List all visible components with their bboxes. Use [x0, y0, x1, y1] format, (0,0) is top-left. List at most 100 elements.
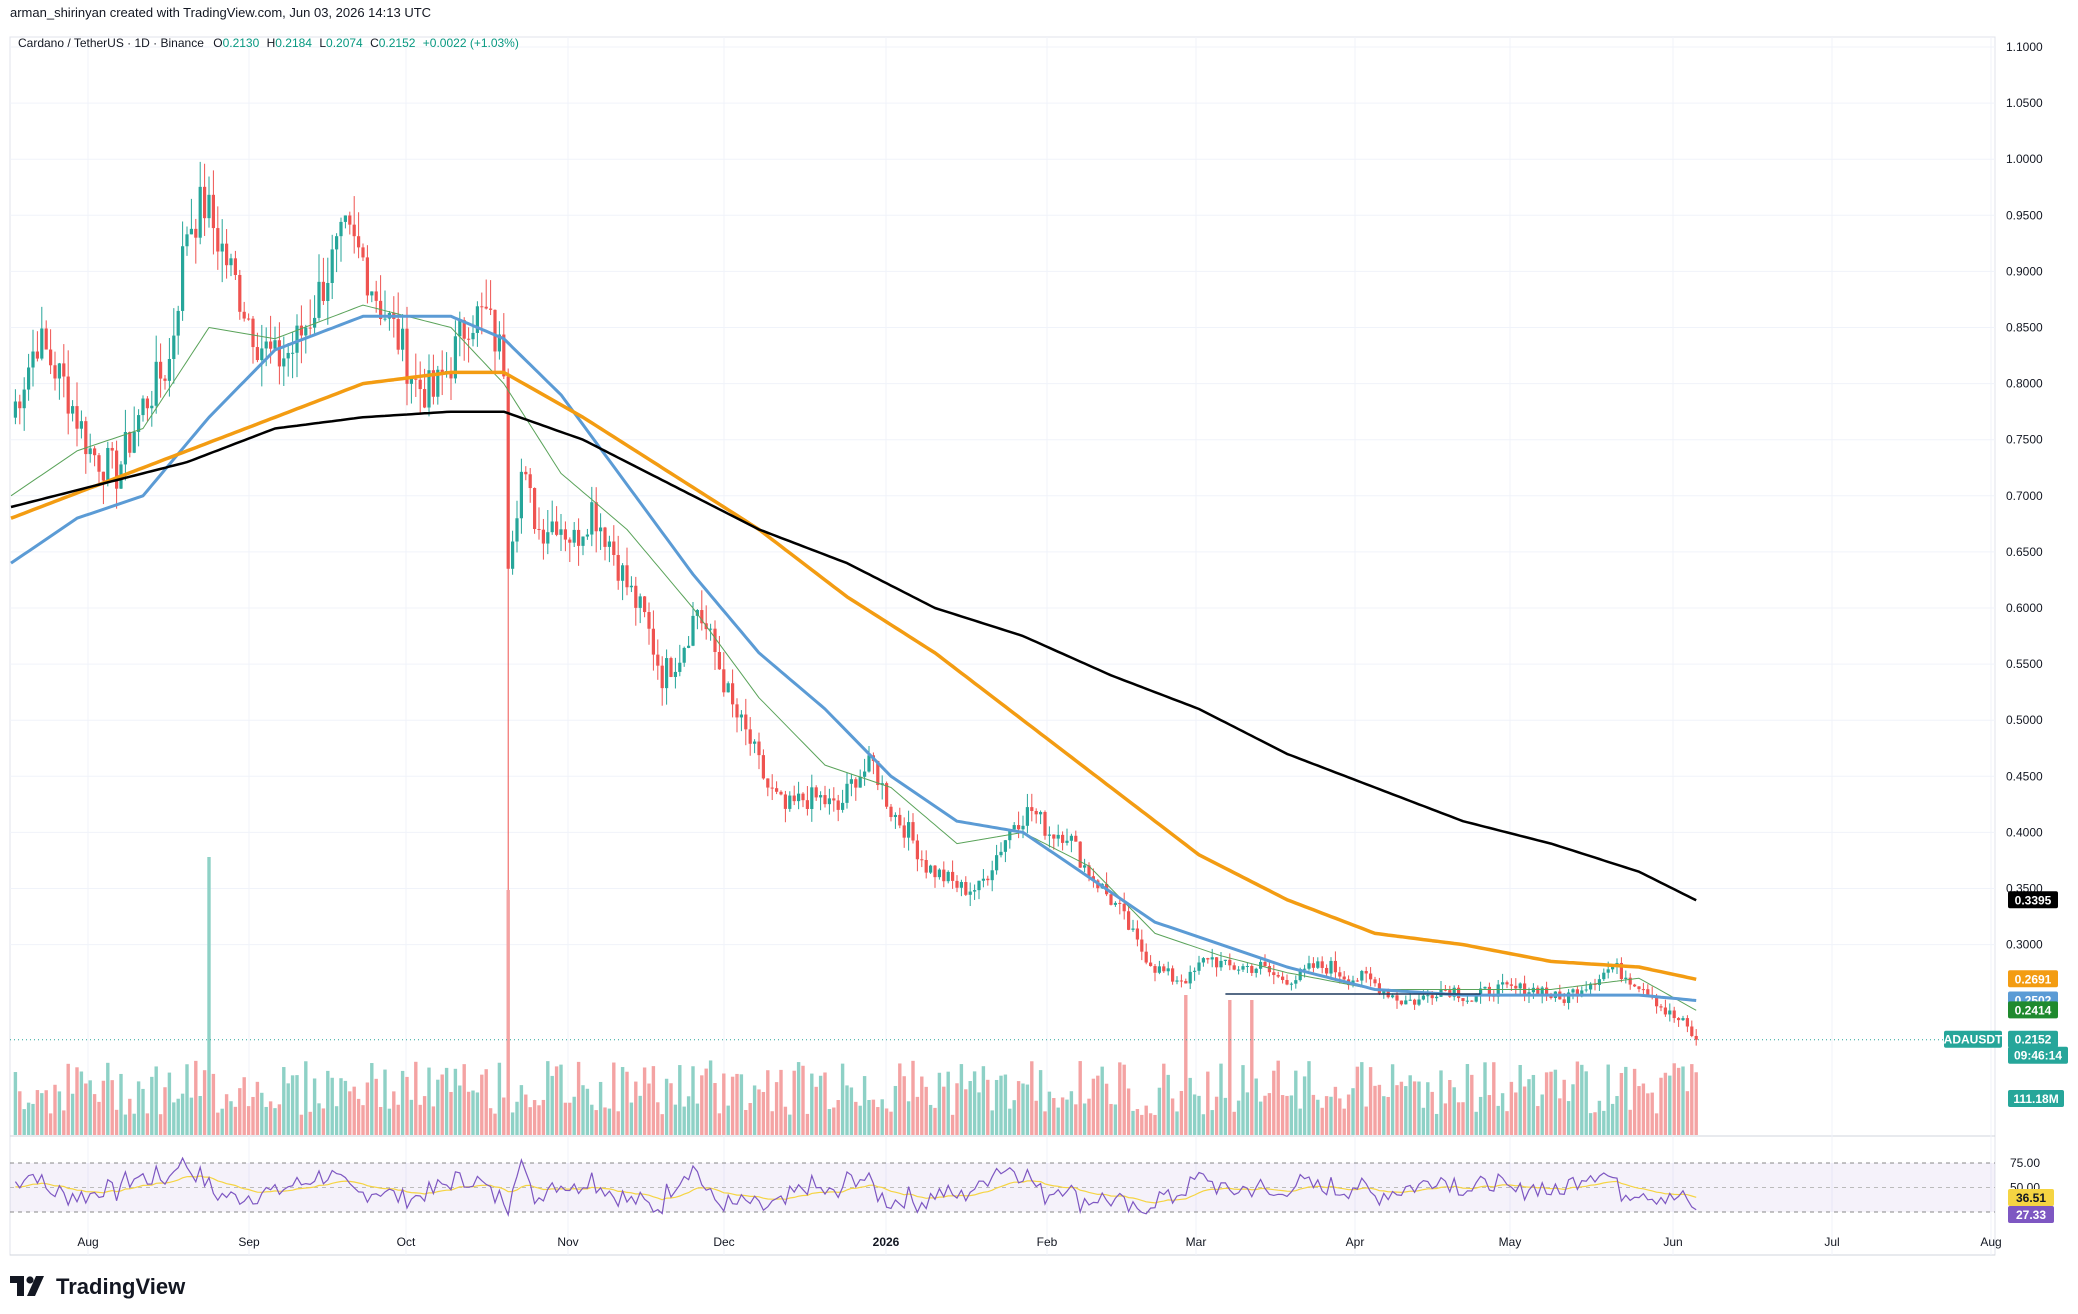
candle: [339, 221, 343, 237]
volume-bar: [955, 1083, 959, 1135]
volume-bar: [53, 1084, 57, 1135]
candle: [317, 281, 321, 318]
volume-bar: [1096, 1075, 1100, 1135]
volume-bar: [321, 1108, 326, 1135]
candle: [1056, 834, 1060, 839]
volume-bar: [625, 1071, 629, 1135]
volume-bar: [1065, 1099, 1069, 1135]
volume-bar: [1052, 1098, 1056, 1135]
volume-tag: 111.18M: [2013, 1092, 2058, 1106]
volume-bar: [682, 1106, 686, 1135]
candle: [145, 398, 149, 409]
candle: [414, 378, 418, 380]
volume-bar: [444, 1067, 449, 1135]
candle: [66, 376, 70, 414]
candle: [1153, 966, 1157, 973]
candle: [1078, 841, 1082, 868]
volume-bar: [431, 1106, 436, 1135]
volume-bar: [1430, 1091, 1434, 1135]
candle: [964, 882, 968, 895]
candle: [467, 338, 471, 340]
candle: [1294, 980, 1298, 984]
candle: [198, 186, 202, 238]
volume-bar: [515, 1101, 519, 1135]
ma-green-line: [10, 304, 1697, 1011]
volume-bar: [867, 1100, 871, 1135]
volume-bar: [977, 1092, 981, 1135]
volume-bar: [62, 1110, 66, 1135]
volume-bar: [1364, 1106, 1368, 1135]
volume-bar: [612, 1062, 616, 1135]
volume-bar: [1069, 1091, 1074, 1135]
candle: [132, 431, 136, 453]
candle: [1083, 865, 1087, 868]
price-label-1: 0.2691: [2015, 972, 2052, 986]
candle: [18, 401, 22, 409]
tradingview-logo[interactable]: TradingView: [10, 1274, 185, 1300]
volume-bar: [1487, 1095, 1492, 1135]
candle: [832, 798, 836, 801]
candle: [748, 729, 752, 744]
volume-bar: [136, 1081, 141, 1135]
volume-bar: [1355, 1066, 1360, 1135]
candle: [264, 341, 268, 349]
volume-bar: [409, 1099, 414, 1135]
rsi-ma-value-tag-bg: [2008, 1189, 2054, 1206]
candle: [1655, 997, 1659, 1007]
candle: [128, 432, 132, 453]
candle: [418, 379, 422, 390]
volume-bar: [163, 1087, 167, 1135]
volume-bar: [114, 1109, 119, 1135]
volume-bar: [1100, 1066, 1104, 1135]
volume-bar: [757, 1089, 761, 1135]
y-tick-label: 0.6000: [2006, 601, 2043, 615]
volume-bar: [1558, 1098, 1562, 1135]
volume-bar: [1179, 1090, 1184, 1135]
volume-bar: [1584, 1071, 1588, 1135]
candle: [1584, 989, 1588, 991]
volume-bar: [488, 1108, 493, 1135]
low-label: L: [319, 36, 327, 50]
candle: [211, 194, 215, 229]
candle: [502, 334, 506, 377]
volume-bar: [642, 1067, 647, 1135]
close-value: 0.2152: [378, 36, 416, 50]
high-value: 0.2184: [275, 36, 312, 50]
volume-bar: [480, 1074, 484, 1135]
volume-bar: [97, 1101, 101, 1135]
y-tick-label: 0.7500: [2006, 433, 2043, 447]
y-tick-label: 0.6500: [2006, 545, 2043, 559]
candle: [819, 795, 823, 798]
candle: [247, 318, 251, 320]
candle: [797, 793, 801, 802]
candle: [1140, 939, 1144, 952]
volume-bar: [546, 1061, 550, 1135]
y-tick-label: 0.9000: [2006, 264, 2043, 278]
volume-bar: [299, 1114, 304, 1135]
candle: [260, 348, 264, 361]
candle: [189, 228, 193, 235]
candle: [673, 671, 677, 677]
x-tick-label: 2026: [873, 1235, 900, 1249]
volume-bar: [312, 1078, 317, 1135]
candle: [1259, 961, 1263, 969]
candle: [660, 665, 664, 689]
candle: [1171, 968, 1175, 982]
candle: [951, 871, 955, 881]
volume-bar: [1170, 1098, 1175, 1135]
candle: [1597, 979, 1601, 985]
volume-bar: [167, 1072, 172, 1135]
symbol-name[interactable]: Cardano / TetherUS · 1D · Binance: [18, 36, 204, 50]
candle: [1470, 1000, 1474, 1002]
volume-bar: [334, 1106, 339, 1135]
volume-bar: [1588, 1113, 1593, 1135]
volume-bar: [1690, 1064, 1694, 1135]
volume-bar: [1492, 1062, 1496, 1135]
volume-bar: [1294, 1070, 1298, 1135]
volume-bar: [1518, 1064, 1522, 1135]
volume-bar: [101, 1080, 106, 1135]
candle: [1017, 825, 1021, 830]
volume-bar: [1351, 1088, 1355, 1135]
candle: [1487, 986, 1491, 995]
